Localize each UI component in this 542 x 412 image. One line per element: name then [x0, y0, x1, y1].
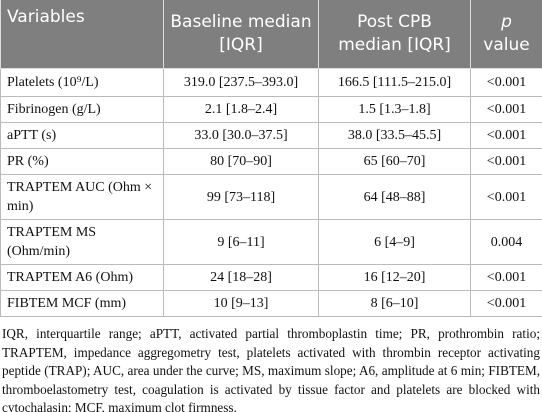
table-cell: Fibrinogen (g/L)	[0, 96, 164, 123]
table-cell: 99 [73–118]	[163, 174, 319, 220]
header-text: value	[483, 35, 530, 55]
table-cell: 24 [18–28]	[163, 264, 319, 291]
table-cell: TRAPTEM MS (Ohm/min)	[0, 219, 164, 265]
table-cell: aPTT (s)	[0, 122, 164, 149]
table-cell: 38.0 [33.5–45.5]	[318, 122, 471, 149]
table-cell: FIBTEM MCF (mm)	[0, 290, 164, 317]
table-cell: 0.004	[470, 219, 542, 265]
header-italic: p	[501, 12, 512, 32]
table-cell: 33.0 [30.0–37.5]	[163, 122, 319, 149]
table-cell: Platelets (10⁹/L)	[0, 68, 164, 97]
table-cell: TRAPTEM AUC (Ohm × min)	[0, 174, 164, 220]
table-cell: 65 [60–70]	[318, 148, 471, 175]
table-cell: 8 [6–10]	[318, 290, 471, 317]
table-cell: <0.001	[470, 174, 542, 220]
table-row: TRAPTEM MS (Ohm/min) 9 [6–11] 6 [4–9] 0.004	[0, 219, 542, 265]
table-cell: <0.001	[470, 148, 542, 175]
table-cell: 80 [70–90]	[163, 148, 319, 175]
data-table: Variables Baseline median [IQR] Post CPB m…	[0, 0, 542, 317]
table-row: Platelets (10⁹/L) 319.0 [237.5–393.0] 166.…	[0, 68, 542, 97]
table-cell: 166.5 [111.5–215.0]	[318, 68, 471, 97]
table-cell: 1.5 [1.3–1.8]	[318, 96, 471, 123]
table-row: PR (%) 80 [70–90] 65 [60–70] <0.001	[0, 148, 542, 175]
header-cell: Post CPB median [IQR]	[318, 0, 471, 69]
table-row: Fibrinogen (g/L) 2.1 [1.8–2.4] 1.5 [1.3–1.…	[0, 96, 542, 123]
header-row: Variables Baseline median [IQR] Post CPB m…	[0, 0, 542, 69]
table-cell: <0.001	[470, 264, 542, 291]
table-cell: 2.1 [1.8–2.4]	[163, 96, 319, 123]
table-row: TRAPTEM A6 (Ohm) 24 [18–28] 16 [12–20] <0.0…	[0, 264, 542, 291]
table-cell: <0.001	[470, 68, 542, 97]
table-cell: TRAPTEM A6 (Ohm)	[0, 264, 164, 291]
table-row: FIBTEM MCF (mm) 10 [9–13] 8 [6–10] <0.001	[0, 290, 542, 317]
footnote: IQR, interquartile range; aPTT, activate…	[2, 326, 540, 412]
table-cell: <0.001	[470, 122, 542, 149]
header-cell: p value	[470, 0, 542, 69]
table-cell: <0.001	[470, 290, 542, 317]
header-cell: Baseline median [IQR]	[163, 0, 319, 69]
table-cell: 6 [4–9]	[318, 219, 471, 265]
header-cell: Variables	[0, 0, 164, 69]
table-cell: 10 [9–13]	[163, 290, 319, 317]
table-row: TRAPTEM AUC (Ohm × min) 99 [73–118] 64 [48…	[0, 174, 542, 220]
table-cell: 319.0 [237.5–393.0]	[163, 68, 319, 97]
table-cell: 9 [6–11]	[163, 219, 319, 265]
table-cell: <0.001	[470, 96, 542, 123]
table-row: aPTT (s) 33.0 [30.0–37.5] 38.0 [33.5–45.5]…	[0, 122, 542, 149]
table-cell: 16 [12–20]	[318, 264, 471, 291]
table-cell: 64 [48–88]	[318, 174, 471, 220]
table-cell: PR (%)	[0, 148, 164, 175]
